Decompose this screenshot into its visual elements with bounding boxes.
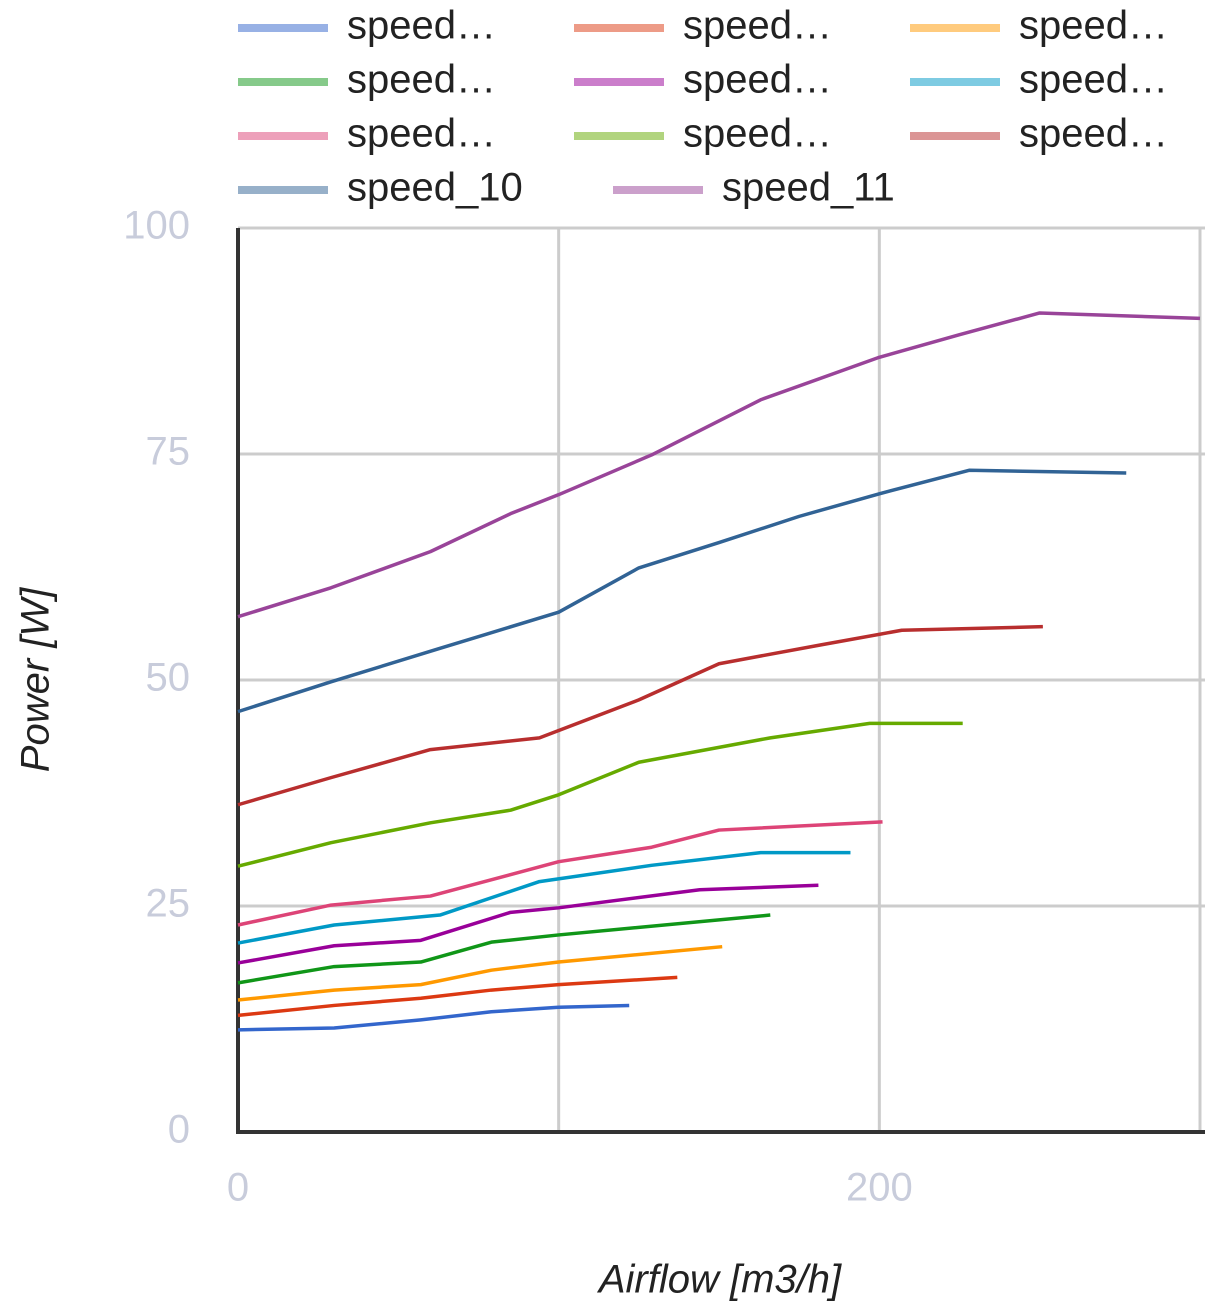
legend-label: speed_11 <box>722 166 895 210</box>
series-line <box>237 1003 630 1032</box>
x-tick-label: 0 <box>227 1166 249 1210</box>
x-axis-label: Airflow [m3/h] <box>597 1258 842 1302</box>
series-line <box>237 883 819 965</box>
series-line <box>237 944 723 1002</box>
legend-label: speed… <box>347 112 496 156</box>
series-line <box>237 624 1043 807</box>
y-tick-label: 50 <box>146 656 191 700</box>
y-axis-label: Power [W] <box>14 587 58 772</box>
y-tick-label: 25 <box>146 882 191 926</box>
y-tick-label: 75 <box>146 430 191 474</box>
legend-label: speed… <box>683 112 832 156</box>
x-tick-label: 200 <box>846 1166 913 1210</box>
legend-label: speed… <box>1019 58 1168 102</box>
series-line <box>237 850 851 945</box>
series-line <box>237 468 1127 714</box>
legend-label: speed… <box>347 58 496 102</box>
series-line <box>237 975 678 1018</box>
legend-label: speed… <box>1019 4 1168 48</box>
y-tick-label: 0 <box>168 1108 190 1152</box>
legend-label: speed… <box>347 4 496 48</box>
legend-label: speed… <box>683 4 832 48</box>
series-line <box>237 820 883 927</box>
legend-label: speed_10 <box>347 166 523 210</box>
y-tick-label: 100 <box>123 204 190 248</box>
series-line <box>237 913 771 985</box>
series-line <box>237 311 1201 619</box>
legend-label: speed… <box>683 58 832 102</box>
legend-label: speed… <box>1019 112 1168 156</box>
series-line <box>237 721 963 868</box>
